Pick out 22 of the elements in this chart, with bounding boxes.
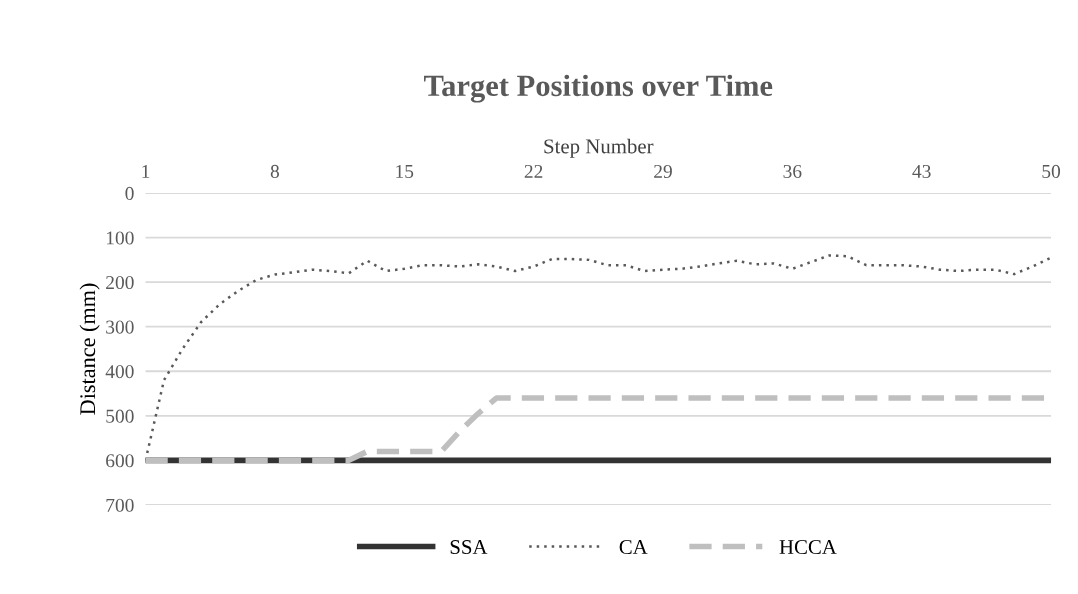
legend-label: CA	[619, 540, 648, 555]
x-tick-label: 43	[912, 164, 931, 178]
x-tick-label: 29	[654, 164, 672, 178]
chart-title: Target Positions over Time	[424, 74, 773, 103]
y-tick-label: 0	[125, 186, 134, 200]
x-tick-label: 1	[142, 164, 150, 178]
y-tick-label: 700	[106, 498, 134, 512]
x-tick-label: 22	[524, 164, 543, 178]
y-tick-label: 400	[105, 365, 134, 379]
x-tick-label: 8	[270, 164, 280, 178]
x-tick-label: 36	[783, 164, 802, 178]
y-tick-label: 500	[106, 409, 134, 423]
x-tick-label: 15	[396, 164, 414, 178]
y-tick-label: 200	[106, 275, 134, 290]
y-tick-label: 600	[106, 454, 134, 468]
legend-label: HCCA	[779, 540, 837, 555]
x-axis-title: Step Number	[544, 138, 654, 158]
y-axis-title: Distance (mm)	[79, 283, 100, 415]
x-tick-label: 50	[1042, 164, 1061, 178]
legend-label: SSA	[450, 540, 488, 555]
y-tick-label: 100	[106, 231, 134, 245]
y-tick-label: 300	[106, 320, 134, 334]
